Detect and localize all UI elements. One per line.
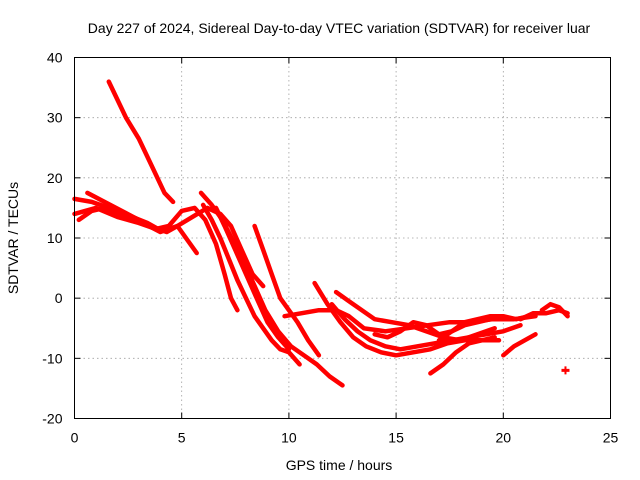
series-arc-9 — [252, 223, 322, 358]
x-tick-label: 5 — [178, 430, 186, 446]
ticks: 0 5 10 15 20 25 -20 -10 0 10 20 30 40 — [42, 50, 618, 446]
series-arc-5 — [85, 190, 154, 229]
y-tick-label: 30 — [47, 110, 63, 126]
series-arc-19 — [539, 301, 570, 319]
x-axis-label: GPS time / hours — [286, 457, 393, 473]
y-tick-label: 40 — [47, 50, 63, 66]
x-tick-label: 10 — [281, 430, 297, 446]
x-tick-label: 0 — [71, 430, 79, 446]
series-arc-1 — [106, 79, 176, 205]
series-arc-14 — [372, 316, 493, 340]
y-tick-label: -20 — [42, 411, 62, 427]
series-arc-8 — [213, 205, 292, 352]
isolated-point-v — [564, 366, 567, 375]
series-arc-17 — [501, 332, 538, 358]
series-layer — [72, 79, 570, 388]
y-tick-label: -10 — [42, 350, 62, 366]
y-tick-label: 10 — [47, 230, 63, 246]
series-arc-12 — [329, 301, 523, 352]
series-arc-6 — [200, 202, 302, 367]
series-arc-10 — [282, 307, 538, 334]
series-arc-15 — [428, 335, 497, 376]
series-arc-16 — [436, 313, 532, 343]
series-arc-3 — [72, 205, 240, 313]
y-axis-label: SDTVAR / TECUs — [5, 182, 21, 294]
grid — [74, 57, 611, 419]
x-tick-label: 20 — [496, 430, 512, 446]
y-tick-label: 0 — [55, 290, 63, 306]
y-tick-label: 20 — [47, 170, 63, 186]
chart-title: Day 227 of 2024, Sidereal Day-to-day VTE… — [88, 20, 591, 36]
x-tick-label: 25 — [603, 430, 619, 446]
x-tick-label: 15 — [388, 430, 404, 446]
